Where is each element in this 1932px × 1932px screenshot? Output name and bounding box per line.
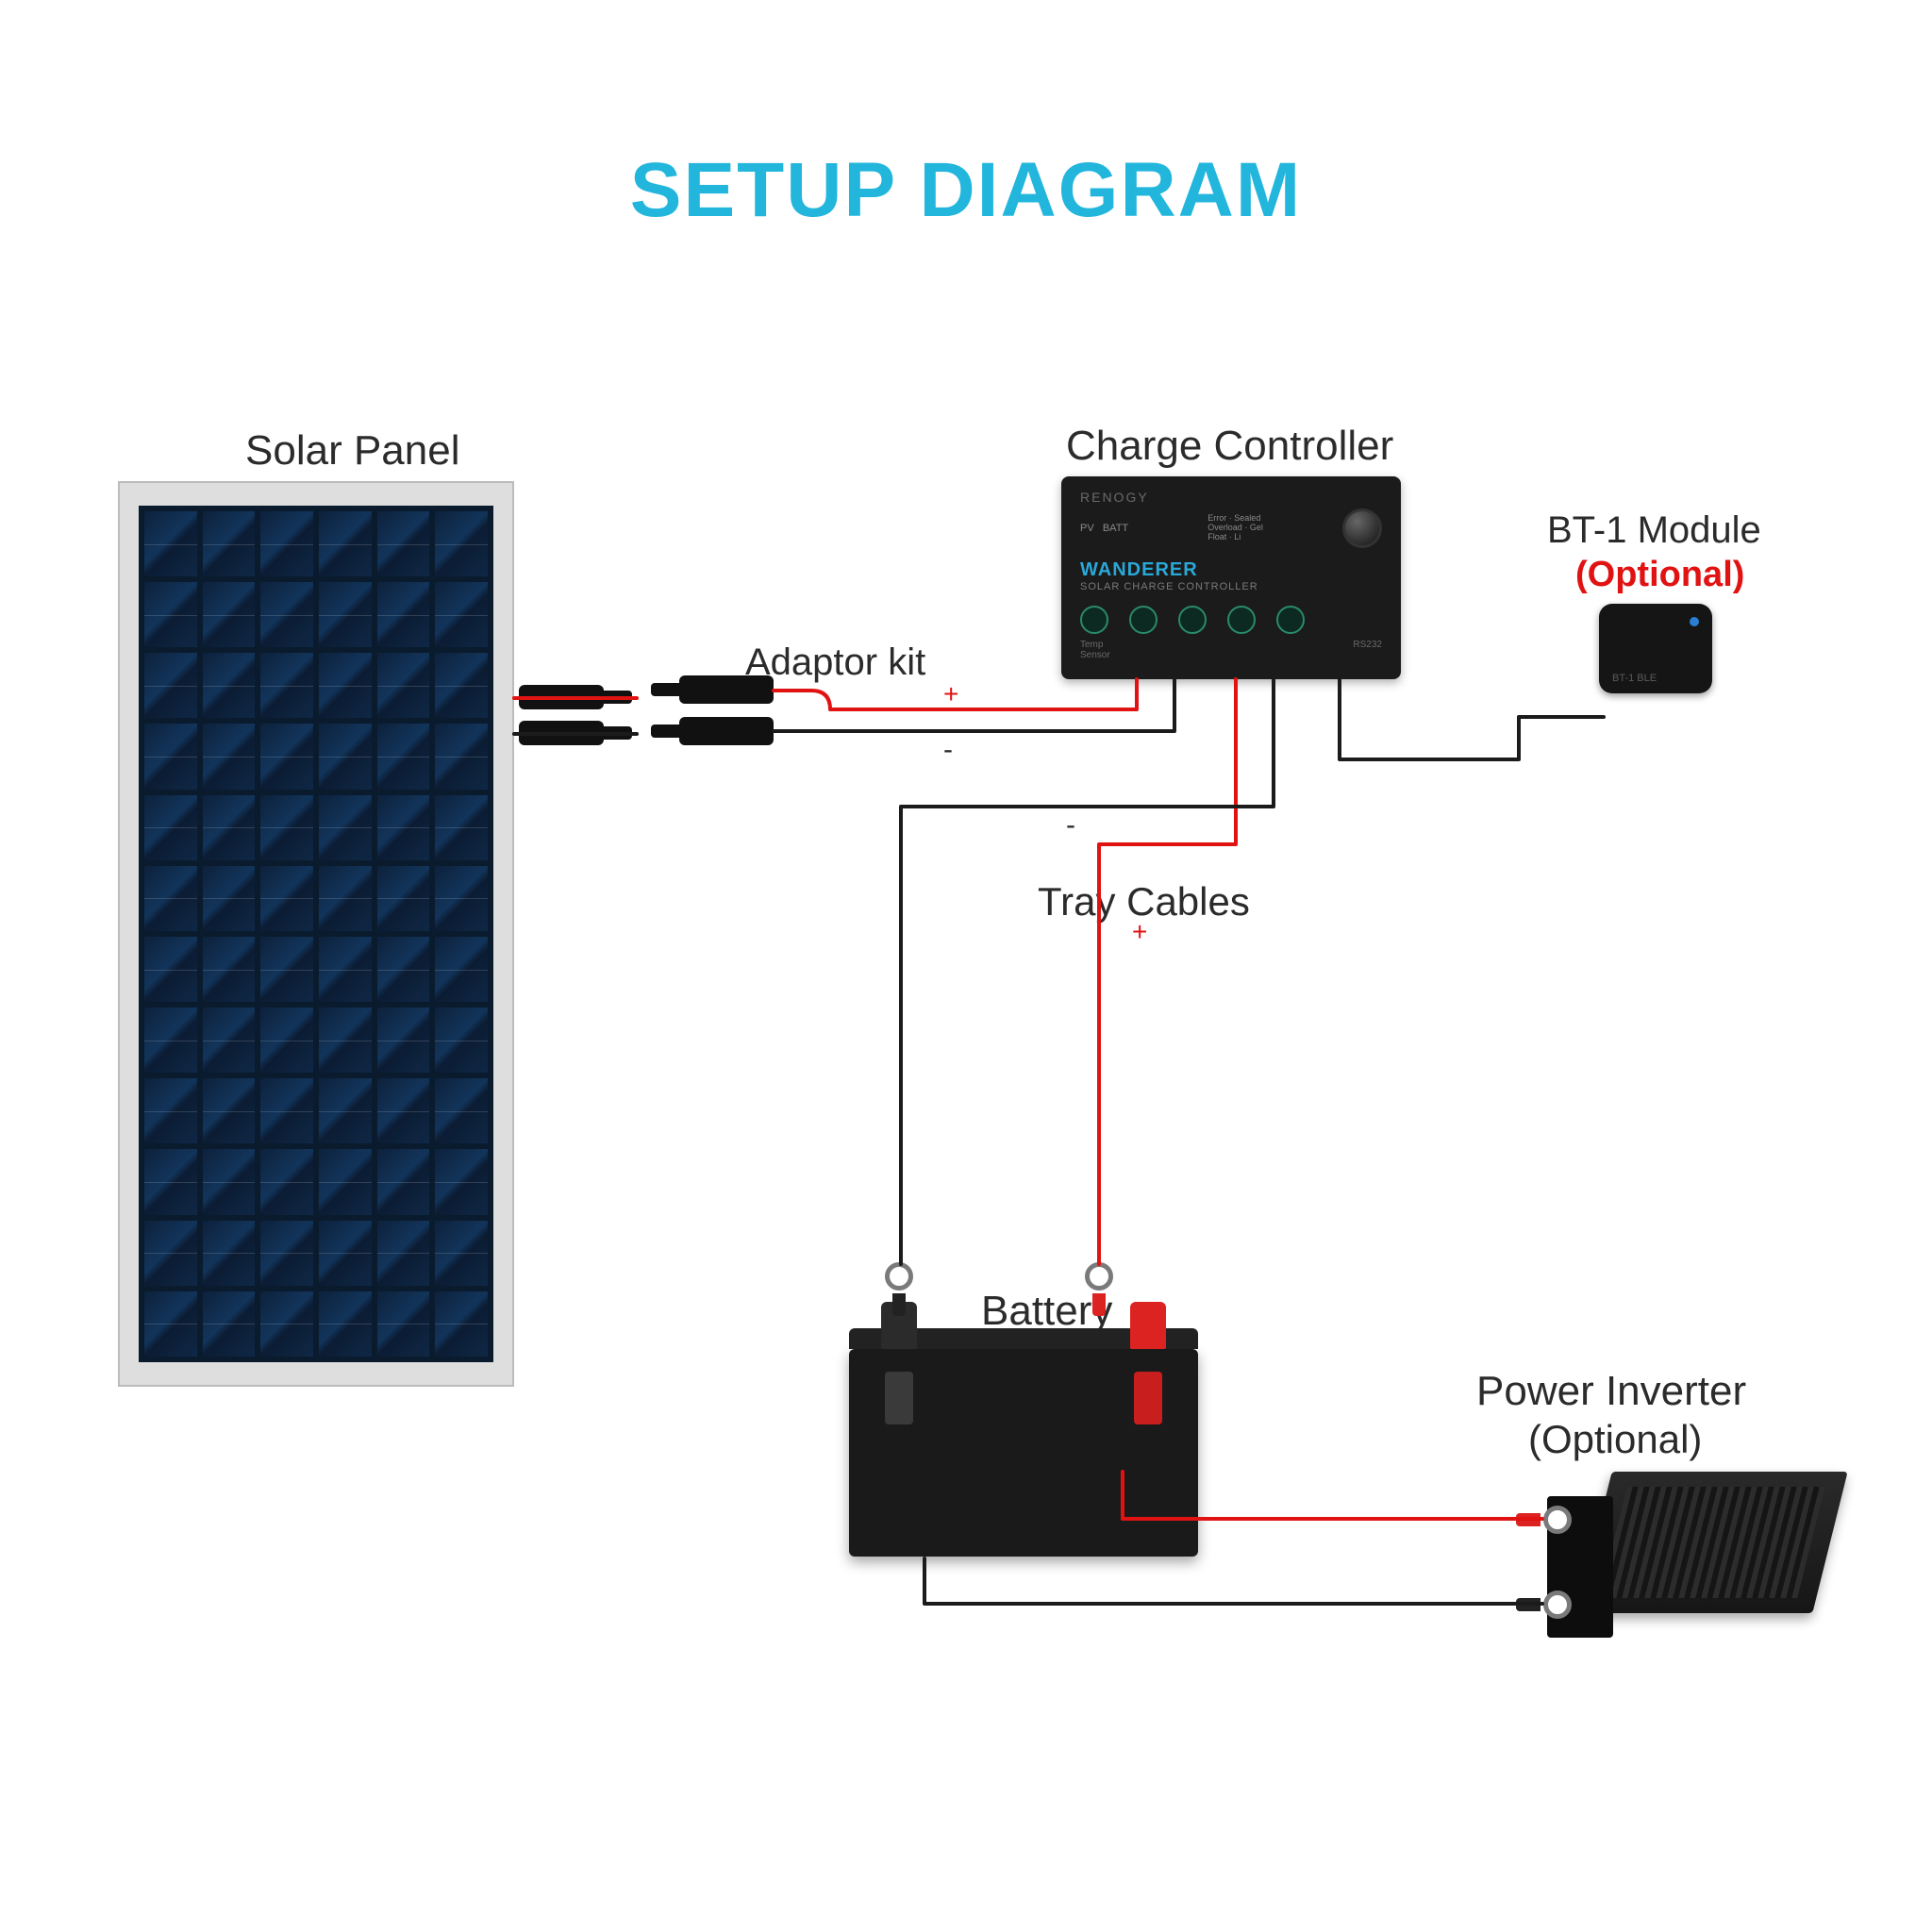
battery-icon	[849, 1349, 1198, 1557]
label-bt1-optional: (Optional)	[1575, 555, 1744, 595]
bt1-text: BT-1 BLE	[1612, 673, 1657, 684]
controller-port-icon	[1276, 606, 1305, 634]
mc4-connector-icon	[519, 721, 604, 745]
polarity-adaptor-plus: +	[943, 679, 958, 709]
battery-pos-terminal-icon	[1130, 1302, 1166, 1349]
diagram-title: SETUP DIAGRAM	[0, 146, 1932, 235]
controller-port-icon	[1178, 606, 1207, 634]
label-solar-panel: Solar Panel	[245, 427, 459, 475]
controller-model-text: WANDERER	[1080, 559, 1382, 581]
controller-port-icon	[1080, 606, 1108, 634]
mc4-connector-icon	[679, 675, 774, 704]
label-inverter: Power Inverter	[1476, 1368, 1746, 1415]
solar-panel-icon	[118, 481, 514, 1387]
label-bt1: BT-1 Module	[1547, 509, 1761, 552]
polarity-adaptor-minus: -	[943, 734, 953, 766]
power-inverter-icon	[1547, 1472, 1830, 1651]
mc4-connector-icon	[519, 685, 604, 709]
ring-terminal-icon	[1543, 1591, 1572, 1619]
polarity-tray-minus: -	[1066, 809, 1075, 841]
controller-subtitle-text: SOLAR CHARGE CONTROLLER	[1080, 581, 1382, 592]
setup-diagram: SETUP DIAGRAM Solar Panel Charge Control…	[0, 0, 1932, 1932]
mc4-connector-icon	[679, 717, 774, 745]
ring-terminal-icon	[1085, 1262, 1113, 1291]
ring-terminal-icon	[1543, 1506, 1572, 1534]
controller-port-icon	[1227, 606, 1256, 634]
controller-port-icon	[1129, 606, 1158, 634]
label-inverter-optional: (Optional)	[1528, 1417, 1702, 1462]
label-charge-controller: Charge Controller	[1066, 423, 1393, 470]
controller-knob-icon	[1342, 508, 1382, 548]
ring-terminal-icon	[885, 1262, 913, 1291]
polarity-tray-plus: +	[1132, 917, 1147, 947]
charge-controller-icon: RENOGY PV BATT Error · SealedOverload · …	[1061, 476, 1401, 679]
bt1-module-icon: BT-1 BLE	[1599, 604, 1712, 693]
controller-brand-text: RENOGY	[1080, 490, 1382, 505]
